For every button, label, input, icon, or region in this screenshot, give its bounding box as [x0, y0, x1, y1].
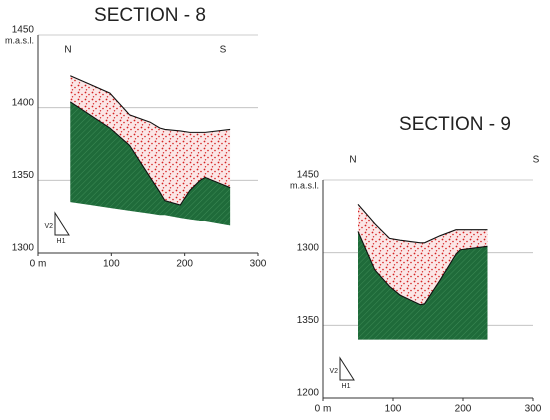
y-axis-unit: m.a.s.l. [290, 180, 319, 190]
y-tick-label: 1300 [297, 242, 320, 253]
surface-line [70, 75, 231, 133]
x-tick-label: 100 [385, 404, 402, 415]
scale-triangle [339, 356, 355, 381]
north-label: N [349, 155, 356, 166]
south-label: S [220, 45, 227, 56]
y-tick-label: 1350 [12, 170, 35, 181]
x-tick-label: 300 [525, 404, 542, 415]
bedrock-line [69, 101, 231, 206]
y-axis-unit: m.a.s.l. [5, 35, 34, 45]
x-tick-label: 0 m [30, 259, 47, 270]
x-tick-label: 100 [103, 259, 120, 270]
horizontal-scale: H1 [342, 383, 351, 390]
chart-title: SECTION - 8 [94, 5, 206, 26]
bedrock-area [358, 231, 488, 340]
surface-line [357, 204, 488, 244]
x-tick-label: 0 m [315, 404, 332, 415]
y-tick-label: 1400 [12, 97, 35, 108]
y-tick-label: 1200 [297, 388, 320, 399]
bedrock-area [70, 101, 231, 226]
vertical-scale: V2 [44, 223, 53, 230]
y-tick-label: 1350 [297, 315, 320, 326]
horizontal-scale: H1 [57, 238, 66, 245]
north-label: N [64, 45, 71, 56]
y-tick-label: 1450 [12, 25, 35, 36]
y-tick-label: 1450 [297, 170, 320, 181]
chart-title: SECTION - 9 [399, 114, 511, 135]
x-tick-label: 200 [455, 404, 472, 415]
x-tick-label: 200 [176, 259, 193, 270]
bedrock-line [357, 231, 488, 306]
sediment-area [70, 75, 231, 206]
x-tick-label: 300 [250, 259, 267, 270]
sediment-area [358, 204, 488, 305]
y-tick-label: 1300 [12, 243, 35, 254]
vertical-scale: V2 [329, 368, 338, 375]
south-label: S [533, 155, 540, 166]
scale-triangle [54, 211, 70, 236]
